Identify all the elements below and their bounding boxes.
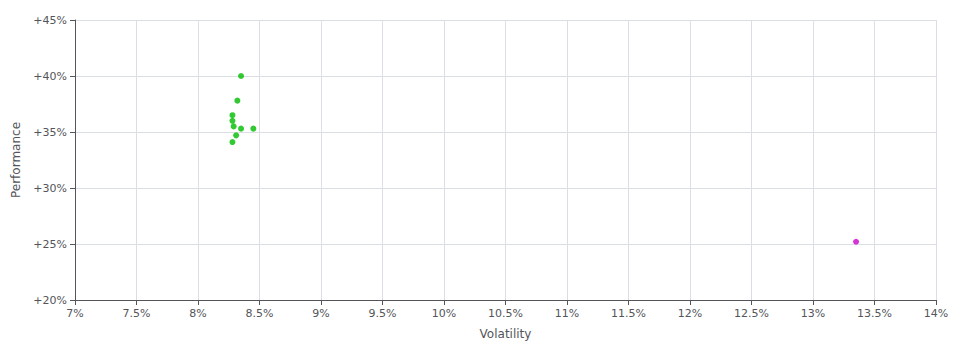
svg-text:11.5%: 11.5% xyxy=(611,307,646,320)
svg-text:+35%: +35% xyxy=(33,126,67,139)
svg-text:+45%: +45% xyxy=(33,14,67,27)
svg-text:10%: 10% xyxy=(432,307,456,320)
svg-text:14%: 14% xyxy=(924,307,948,320)
svg-text:13%: 13% xyxy=(801,307,825,320)
svg-text:Performance: Performance xyxy=(9,122,23,198)
svg-text:9.5%: 9.5% xyxy=(369,307,397,320)
svg-text:12%: 12% xyxy=(678,307,702,320)
svg-text:+25%: +25% xyxy=(33,238,67,251)
svg-text:9%: 9% xyxy=(312,307,329,320)
svg-text:13.5%: 13.5% xyxy=(857,307,892,320)
svg-text:10.5%: 10.5% xyxy=(488,307,523,320)
svg-text:12.5%: 12.5% xyxy=(734,307,769,320)
svg-text:+30%: +30% xyxy=(33,182,67,195)
svg-text:Volatility: Volatility xyxy=(480,327,532,341)
svg-text:+40%: +40% xyxy=(33,70,67,83)
svg-text:7%: 7% xyxy=(66,307,83,320)
svg-text:8%: 8% xyxy=(189,307,206,320)
svg-text:8.5%: 8.5% xyxy=(246,307,274,320)
svg-text:7.5%: 7.5% xyxy=(123,307,151,320)
svg-text:+20%: +20% xyxy=(33,294,67,307)
svg-text:11%: 11% xyxy=(555,307,579,320)
